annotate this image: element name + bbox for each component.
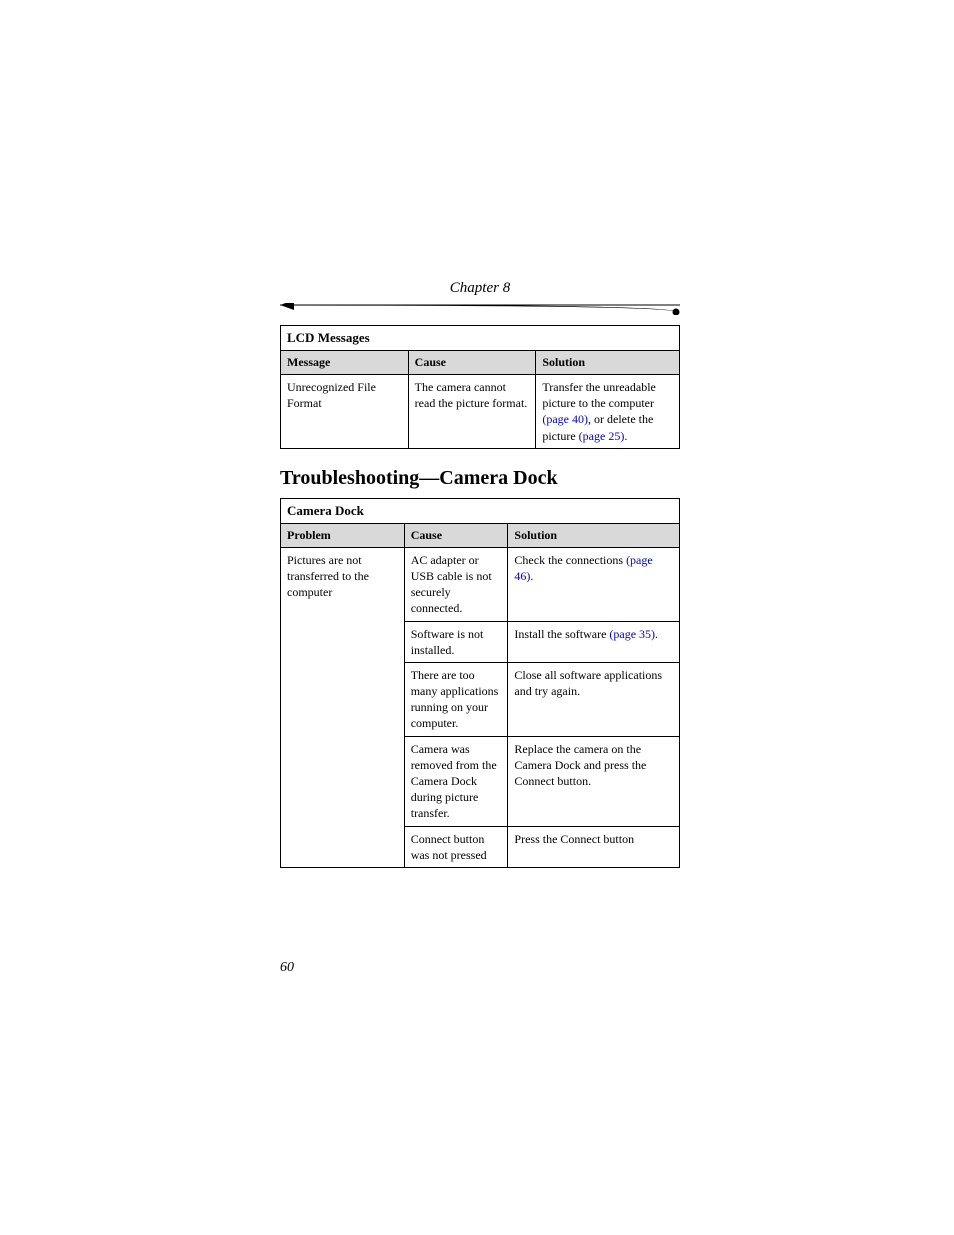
- page-number: 60: [280, 960, 294, 976]
- cell-cause: Software is not installed.: [404, 621, 508, 662]
- table-header-row: Message Cause Solution: [281, 351, 680, 375]
- solution-text: .: [624, 429, 627, 443]
- cell-solution: Transfer the unreadable picture to the c…: [536, 375, 680, 449]
- col-cause: Cause: [404, 523, 508, 547]
- solution-text: Press the Connect button: [514, 832, 634, 846]
- col-cause: Cause: [408, 351, 536, 375]
- solution-text: .: [530, 569, 533, 583]
- arrow-rule-icon: [280, 303, 680, 315]
- solution-text: Close all software applications and try …: [514, 668, 662, 698]
- lcd-section-title: LCD Messages: [281, 326, 680, 351]
- cell-cause: Camera was removed from the Camera Dock …: [404, 736, 508, 826]
- chapter-label: Chapter 8: [280, 280, 680, 297]
- col-problem: Problem: [281, 523, 405, 547]
- solution-text: Replace the camera on the Camera Dock an…: [514, 742, 646, 788]
- table-row: Pictures are not transferred to the comp…: [281, 547, 680, 621]
- cell-solution: Press the Connect button: [508, 826, 680, 867]
- table-title-row: Camera Dock: [281, 498, 680, 523]
- cell-cause: Connect button was not pressed: [404, 826, 508, 867]
- solution-text: Transfer the unreadable picture to the c…: [542, 380, 656, 410]
- header-rule: [280, 303, 680, 315]
- cell-solution: Install the software (page 35).: [508, 621, 680, 662]
- cell-solution: Check the connections (page 46).: [508, 547, 680, 621]
- solution-text: .: [655, 627, 658, 641]
- col-message: Message: [281, 351, 409, 375]
- cell-cause: AC adapter or USB cable is not securely …: [404, 547, 508, 621]
- page-content: Chapter 8 LCD Messages Message Cause Sol…: [280, 280, 680, 868]
- cell-message: Unrecognized File Format: [281, 375, 409, 449]
- lcd-messages-table: LCD Messages Message Cause Solution Unre…: [280, 325, 680, 449]
- solution-text: Install the software: [514, 627, 609, 641]
- page-link[interactable]: (page 40): [542, 412, 588, 426]
- cell-problem: Pictures are not transferred to the comp…: [281, 547, 405, 867]
- table-header-row: Problem Cause Solution: [281, 523, 680, 547]
- cell-cause: There are too many applications running …: [404, 662, 508, 736]
- page-link[interactable]: (page 25): [579, 429, 625, 443]
- col-solution: Solution: [536, 351, 680, 375]
- section-heading: Troubleshooting—Camera Dock: [280, 467, 680, 490]
- cell-cause: The camera cannot read the picture forma…: [408, 375, 536, 449]
- page-link[interactable]: (page 35): [609, 627, 655, 641]
- cell-solution: Replace the camera on the Camera Dock an…: [508, 736, 680, 826]
- col-solution: Solution: [508, 523, 680, 547]
- dock-section-title: Camera Dock: [281, 498, 680, 523]
- cell-solution: Close all software applications and try …: [508, 662, 680, 736]
- solution-text: Check the connections: [514, 553, 626, 567]
- camera-dock-table: Camera Dock Problem Cause Solution Pictu…: [280, 498, 680, 868]
- table-row: Unrecognized File Format The camera cann…: [281, 375, 680, 449]
- table-title-row: LCD Messages: [281, 326, 680, 351]
